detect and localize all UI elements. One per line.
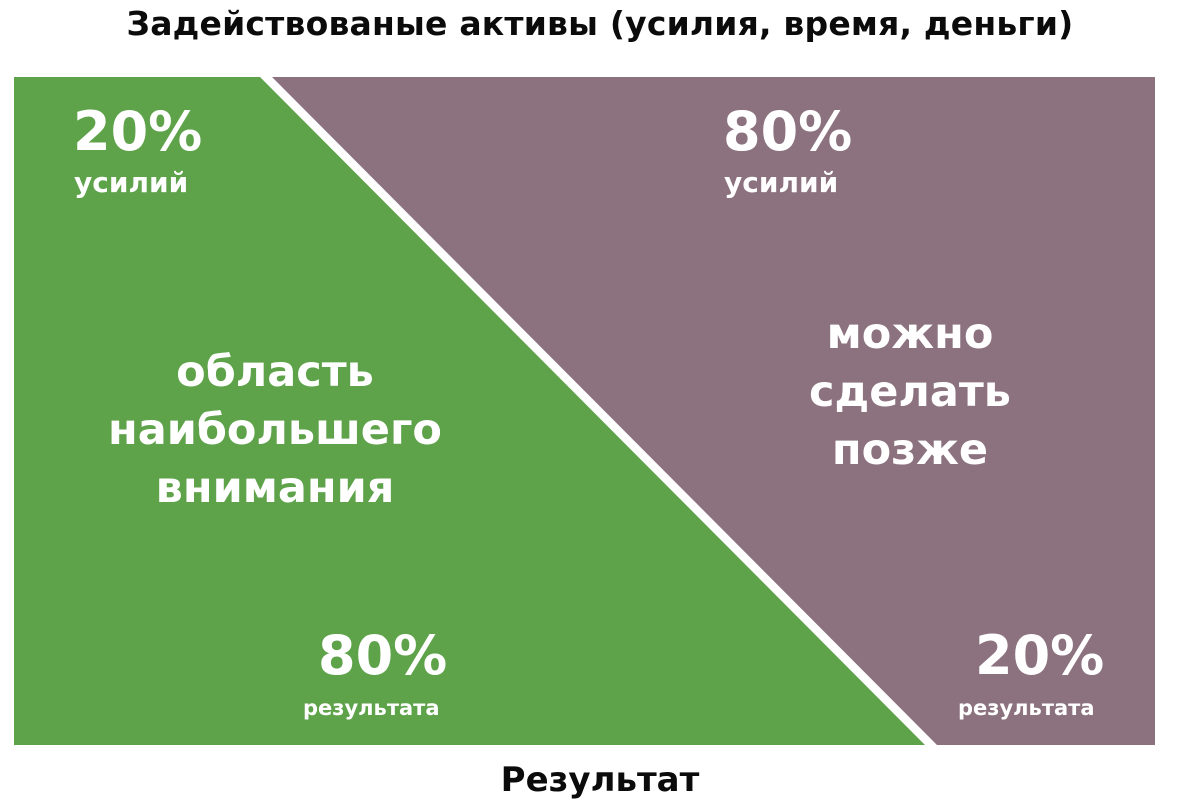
purple-description-line: сделать <box>808 367 1011 417</box>
green-triangle <box>14 77 925 745</box>
purple-description-line: можно <box>826 309 994 359</box>
green-description-line: наибольшего <box>108 405 442 455</box>
green-effort-label: усилий <box>74 166 189 199</box>
green-description-line: внимания <box>155 463 395 513</box>
green-result-percent: 80% <box>318 624 448 687</box>
purple-triangle <box>272 77 1155 745</box>
green-region-description: область наибольшего внимания <box>40 343 510 517</box>
green-description-line: область <box>176 347 374 397</box>
purple-effort-label: усилий <box>724 166 839 199</box>
top-axis-title: Задействованые активы (усилия, время, де… <box>126 4 1074 43</box>
purple-description-line: позже <box>831 425 989 475</box>
green-result-label: результата <box>303 696 440 720</box>
purple-region-description: можно сделать позже <box>760 305 1060 479</box>
bottom-axis-title: Результат <box>500 760 700 800</box>
purple-effort-percent: 80% <box>723 100 853 163</box>
purple-result-percent: 20% <box>975 624 1105 687</box>
purple-result-label: результата <box>958 696 1095 720</box>
green-effort-percent: 20% <box>73 100 203 163</box>
